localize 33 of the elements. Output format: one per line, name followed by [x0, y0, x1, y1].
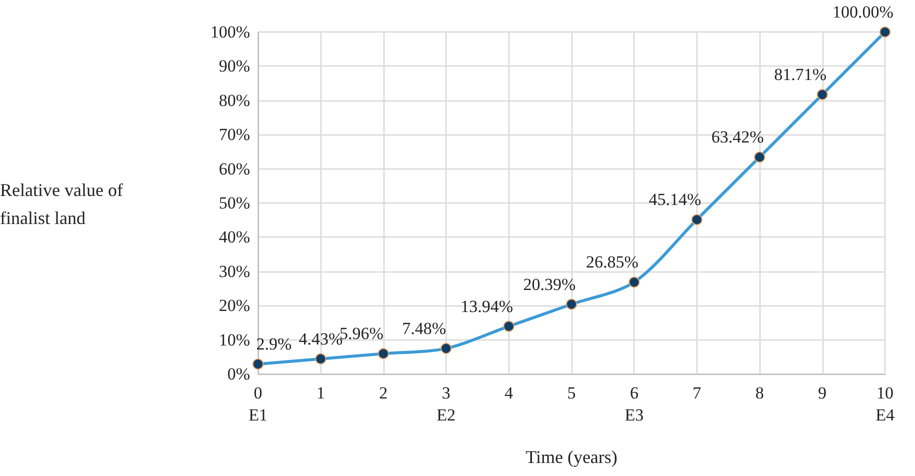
data-label: 2.9% [256, 334, 292, 354]
y-tick-label: 80% [218, 90, 250, 110]
data-label: 20.39% [523, 274, 576, 294]
x-tick-label: 0 E1 [248, 384, 268, 424]
y-axis-title: Relative value of finalist land [0, 180, 123, 228]
y-tick-label: 50% [218, 194, 250, 212]
y-tick-label: 100% [210, 22, 250, 42]
y-tick-label: 90% [218, 56, 250, 76]
x-axis-title: Time (years) [526, 447, 618, 467]
data-label: 81.71% [774, 65, 827, 84]
x-tick-label: 8 [755, 384, 764, 402]
y-tick-label: 60% [218, 159, 250, 178]
data-label: 100.00% [832, 2, 894, 22]
y-tick-label: 70% [218, 125, 250, 144]
data-label: 26.85% [586, 252, 638, 272]
x-tick-label: 5 [567, 384, 576, 402]
x-tick-label: 6 E3 [624, 384, 644, 424]
data-label: 45.14% [648, 190, 702, 210]
x-tick-label: 10 E4 [876, 384, 895, 424]
y-tick-label: 10% [218, 330, 250, 350]
y-tick-label: 30% [218, 262, 250, 281]
x-tick-label: 3 E2 [436, 384, 456, 424]
x-tick-label: 9 [818, 384, 827, 402]
x-tick-label: 2 [379, 384, 388, 402]
data-label: 63.42% [711, 128, 764, 147]
y-tick-label: 0% [227, 364, 250, 384]
x-tick-label: 7 [692, 384, 702, 402]
x-tick-label: 4 [504, 384, 514, 402]
data-label: 7.48% [402, 318, 446, 338]
data-label: 13.94% [460, 296, 514, 316]
x-tick-label: 1 [316, 384, 325, 402]
y-tick-label: 40% [218, 228, 250, 247]
y-tick-label: 20% [218, 296, 250, 316]
